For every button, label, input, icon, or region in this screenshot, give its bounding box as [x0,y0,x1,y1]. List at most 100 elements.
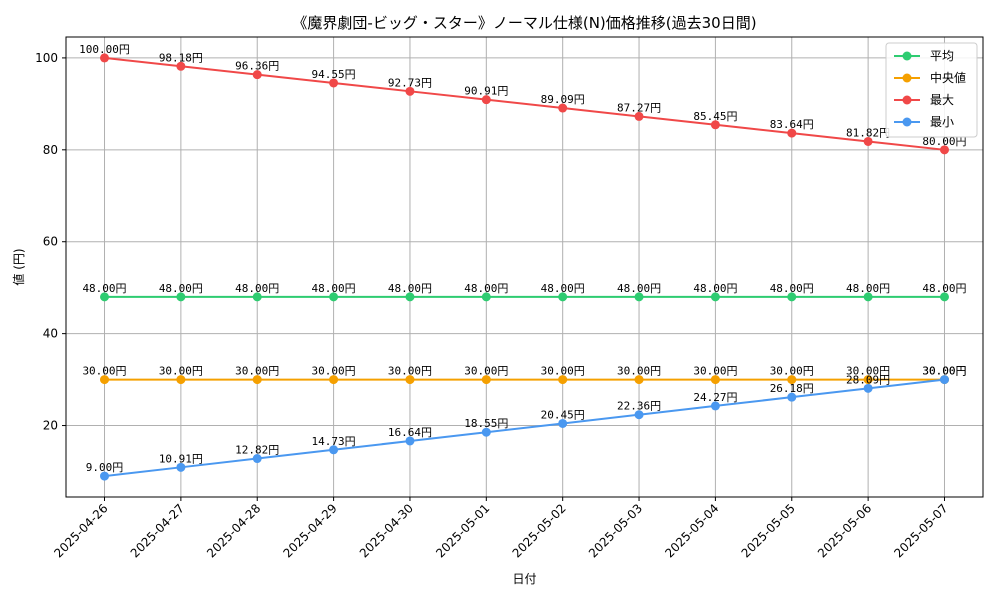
data-label: 48.00円 [541,282,585,295]
data-point [176,375,186,385]
data-label: 48.00円 [388,282,432,295]
data-label: 48.00円 [235,282,279,295]
data-label: 30.00円 [464,365,508,378]
data-label: 30.00円 [770,365,814,378]
series-line [104,56,945,151]
data-label-layer: 48.00円 48.00円 48.00円 48.00円 48.00円 48.00円 48.0… [79,43,966,474]
data-label: 22.36円 [617,400,661,413]
data-label: 48.00円 [617,282,661,295]
data-point [329,445,339,455]
data-point [481,427,491,437]
y-tick-label: 80 [43,143,58,157]
data-label: 81.82円 [846,126,890,139]
data-label: 89.09円 [541,93,585,106]
legend-box [885,42,978,138]
data-label: 30.00円 [693,365,737,378]
data-point [481,292,491,302]
data-label: 30.00円 [82,365,126,378]
data-label: 14.73円 [312,435,356,448]
y-tick-label: 100 [35,51,58,65]
data-label: 94.55円 [312,68,356,81]
data-point [481,375,491,385]
legend-marker [902,117,912,127]
legend-label: 中央値 [930,70,966,85]
y-tick-label: 40 [43,327,58,341]
data-point [710,401,720,411]
data-point [558,292,568,302]
data-label: 18.55円 [464,417,508,430]
data-point [787,128,797,138]
data-label: 30.00円 [922,365,966,378]
data-point [176,462,186,472]
data-point [939,145,949,155]
data-point [176,292,186,302]
data-point [100,375,110,385]
data-label: 87.27円 [617,101,661,114]
data-point [405,436,415,446]
data-point [176,61,186,71]
data-point [710,375,720,385]
data-label: 30.00円 [846,365,890,378]
data-point [558,418,568,428]
data-point [634,375,644,385]
data-point [252,70,262,80]
data-point [710,292,720,302]
data-label: 30.00円 [312,365,356,378]
data-point [405,292,415,302]
y-axis-label: 値 (円) [11,248,26,285]
data-label: 24.27円 [693,391,737,404]
data-point [100,53,110,63]
data-label: 48.00円 [312,282,356,295]
data-label: 90.91円 [464,85,508,98]
data-label: 85.45円 [693,110,737,123]
data-point [787,375,797,385]
data-point [863,383,873,393]
data-label: 9.00円 [86,461,124,474]
data-point [405,375,415,385]
data-point [863,375,873,385]
data-point [329,375,339,385]
y-tick-label: 60 [43,235,58,249]
plot-frame [65,36,984,498]
grid-layer [66,37,983,497]
data-point [710,120,720,130]
data-point [863,136,873,146]
data-point [329,78,339,88]
data-label: 30.00円 [617,365,661,378]
data-point [787,392,797,402]
chart-title: 《魔界劇団-ビッグ・スター》ノーマル仕様(N)価格推移(過去30日間) [292,14,756,32]
data-label: 48.00円 [922,282,966,295]
data-label: 48.00円 [82,282,126,295]
data-point [558,103,568,113]
data-point [787,292,797,302]
data-point [558,375,568,385]
data-point [863,292,873,302]
data-point [481,95,491,105]
data-label: 98.18円 [159,51,203,64]
data-point [100,292,110,302]
data-label: 20.45円 [541,408,585,421]
legend-label: 最小 [930,115,954,129]
data-label: 48.00円 [693,282,737,295]
data-point [634,292,644,302]
data-label: 30.00円 [922,365,966,378]
legend-marker [902,51,912,61]
data-point [634,410,644,420]
legend-marker [902,95,912,105]
series-layer [100,53,949,481]
legend-label: 最大 [930,93,954,107]
data-label: 48.00円 [464,282,508,295]
data-point [100,471,110,481]
data-label: 30.00円 [159,365,203,378]
data-point [634,111,644,121]
series-line [104,378,945,478]
data-label: 12.82円 [235,444,279,457]
data-label: 26.18円 [770,382,814,395]
data-label: 48.00円 [159,282,203,295]
data-point [405,86,415,96]
y-tick-label: 20 [43,419,58,433]
data-label: 80.00円 [922,135,966,148]
data-label: 92.73円 [388,76,432,89]
